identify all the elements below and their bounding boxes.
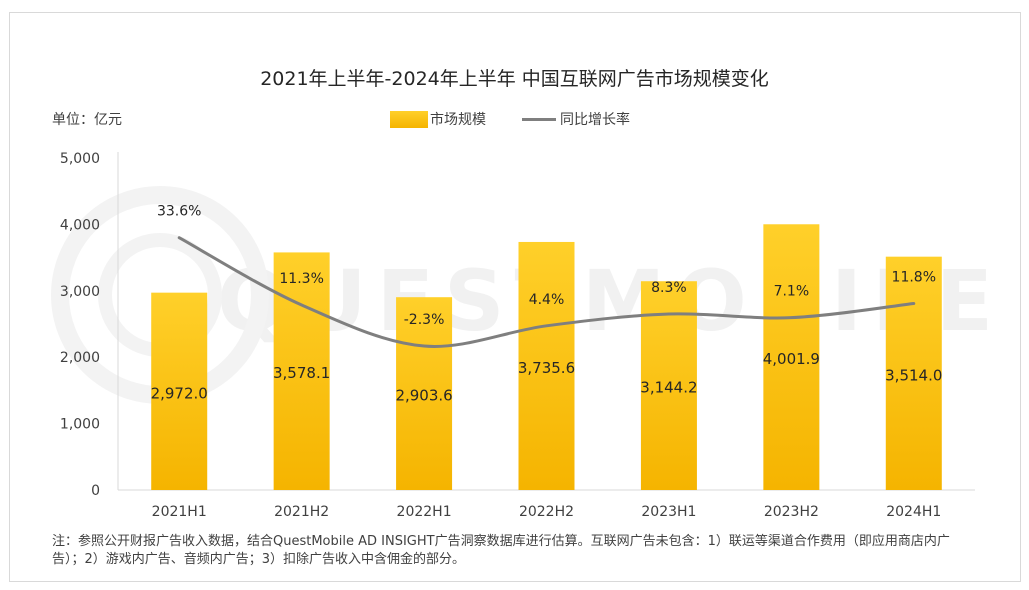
legend-bar-label: 市场规模	[430, 112, 486, 128]
bar-value-label: 4,001.9	[763, 350, 820, 368]
growth-rate-point	[913, 302, 915, 304]
bar	[273, 252, 330, 490]
legend-item-line: 同比增长率	[522, 109, 630, 129]
bar-value-label: 3,578.1	[273, 364, 330, 382]
chart-title: 2021年上半年-2024年上半年 中国互联网广告市场规模变化	[260, 68, 769, 90]
legend-bar-swatch	[390, 110, 428, 128]
legend-item-bar: 市场规模	[390, 109, 486, 129]
bar	[151, 292, 208, 490]
bar-value-label: 2,903.6	[395, 387, 452, 405]
bar	[518, 241, 575, 490]
growth-rate-label: 4.4%	[529, 292, 565, 308]
bar-value-label: 3,514.0	[885, 366, 942, 384]
growth-rate-point	[790, 317, 792, 319]
footnote: 注：参照公开财报广告收入数据，结合QuestMobile AD INSIGHT广…	[52, 534, 950, 567]
growth-rate-label: 8.3%	[651, 280, 687, 296]
growth-rate-point	[178, 237, 180, 239]
growth-rate-point	[423, 345, 425, 347]
x-tick-label: 2023H2	[764, 504, 819, 520]
legend-line-swatch	[522, 117, 556, 121]
x-tick-label: 2024H1	[886, 504, 941, 520]
bar-value-label: 3,144.2	[640, 379, 697, 397]
watermark-text: QUESTMOBILE	[217, 252, 1003, 350]
x-tick-label: 2021H1	[152, 504, 207, 520]
x-tick-label: 2022H1	[397, 504, 452, 520]
legend-line-label: 同比增长率	[560, 112, 630, 128]
growth-rate-label: 33.6%	[157, 204, 201, 220]
growth-rate-label: 11.3%	[279, 271, 323, 287]
bar-value-label: 2,972.0	[151, 384, 208, 402]
y-tick-label: 1,000	[60, 417, 100, 433]
bar	[885, 256, 942, 490]
unit-label: 单位：亿元	[52, 112, 122, 128]
bar	[763, 224, 820, 490]
y-tick-label: 5,000	[60, 151, 100, 167]
x-tick-label: 2021H2	[274, 504, 329, 520]
y-tick-label: 2,000	[60, 350, 100, 366]
bar-value-label: 3,735.6	[518, 359, 575, 377]
growth-rate-point	[668, 313, 670, 315]
y-tick-label: 3,000	[60, 284, 100, 300]
growth-rate-label: -2.3%	[404, 312, 445, 328]
growth-rate-label: 11.8%	[892, 269, 936, 285]
bar	[396, 297, 453, 490]
y-tick-label: 0	[91, 483, 100, 499]
y-tick-label: 4,000	[60, 217, 100, 233]
growth-rate-point	[546, 325, 547, 327]
x-tick-label: 2023H1	[641, 504, 696, 520]
growth-rate-label: 7.1%	[774, 284, 810, 300]
x-tick-label: 2022H2	[519, 504, 574, 520]
growth-rate-point	[301, 304, 303, 306]
